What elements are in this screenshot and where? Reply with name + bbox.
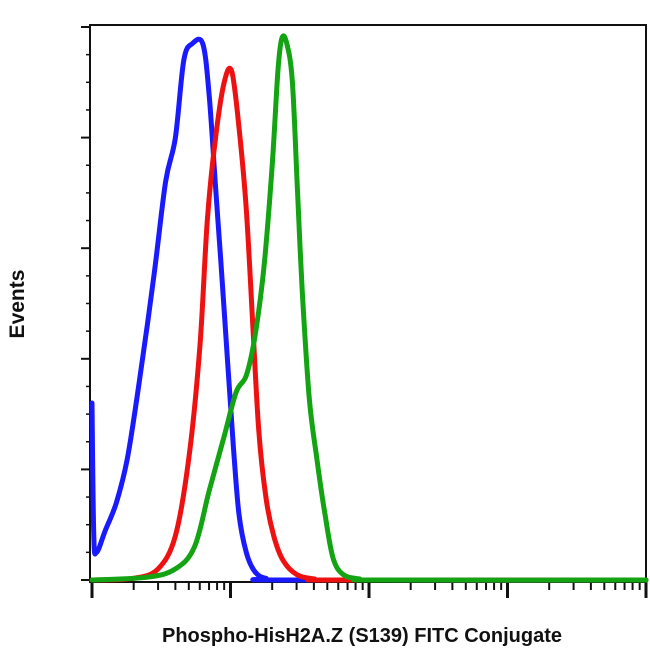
series-layer bbox=[89, 33, 649, 583]
y-axis-label: Events bbox=[6, 270, 29, 339]
blue-histogram-line bbox=[89, 36, 649, 583]
x-axis-ticks bbox=[90, 582, 648, 598]
x-axis-label: Phospho-HisH2A.Z (S139) FITC Conjugate bbox=[162, 625, 562, 647]
y-axis-ticks bbox=[81, 26, 90, 581]
plot-frame bbox=[89, 24, 647, 583]
red-histogram-line bbox=[89, 65, 649, 583]
green-histogram-line bbox=[89, 33, 649, 583]
